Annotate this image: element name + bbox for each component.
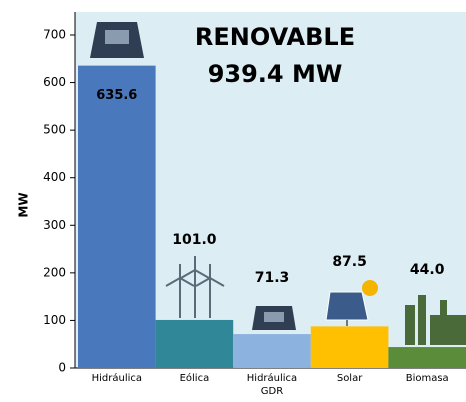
y-tick-label: 500 [43, 123, 66, 137]
page: RENOVABLE 939.4 MW MW 0 100 200 300 400 500 60… [0, 0, 466, 402]
chart-subtitle: 939.4 MW [208, 60, 343, 88]
chart: RENOVABLE 939.4 MW MW 0 100 200 300 400 500 60… [0, 0, 466, 402]
bar [311, 326, 389, 368]
dam-small-icon [252, 306, 296, 330]
dam-icon [90, 22, 144, 58]
value-label: 44.0 [410, 262, 445, 278]
bar [78, 66, 156, 368]
x-tick-label: Solar [315, 372, 385, 402]
value-label: 101.0 [172, 232, 217, 248]
y-tick-label: 400 [43, 170, 66, 184]
y-tick-label: 200 [43, 265, 66, 279]
y-tick-label: 100 [43, 313, 66, 327]
y-axis-label: MW [17, 192, 31, 217]
value-label: 635.6 [96, 88, 137, 103]
bar [156, 320, 234, 368]
bar [233, 334, 311, 368]
x-tick-label: Biomasa [392, 372, 462, 402]
bar [388, 347, 466, 368]
chart-title: RENOVABLE [195, 23, 355, 51]
x-tick-label: Hidráulica GDR [237, 372, 307, 402]
y-tick-label: 0 [58, 361, 66, 375]
y-tick-label: 600 [43, 75, 66, 89]
value-label: 87.5 [332, 254, 367, 270]
value-label: 71.3 [255, 270, 290, 286]
y-tick-label: 700 [43, 28, 66, 42]
x-tick-label: Eólica [160, 372, 230, 402]
x-tick-label: Hidráulica [82, 372, 152, 402]
y-tick-label: 300 [43, 218, 66, 232]
